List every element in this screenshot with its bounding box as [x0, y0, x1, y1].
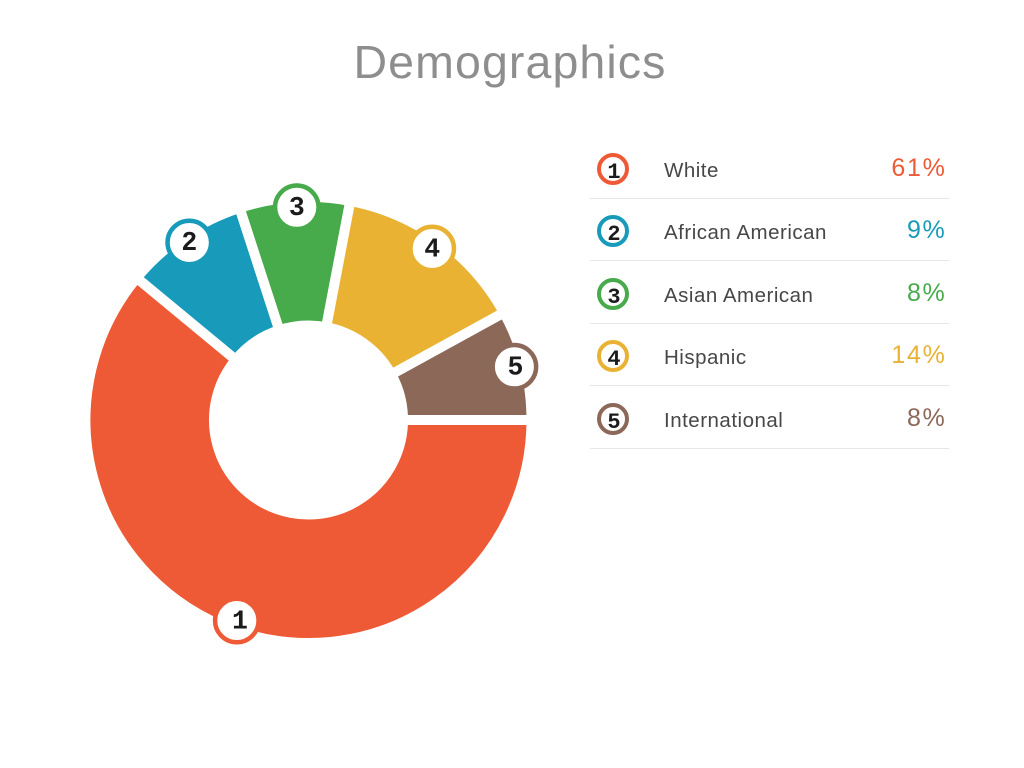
svg-text:4: 4 — [424, 234, 440, 264]
svg-text:2: 2 — [181, 228, 197, 258]
svg-text:5: 5 — [507, 353, 523, 383]
svg-text:3: 3 — [289, 193, 305, 223]
svg-text:1: 1 — [232, 606, 248, 636]
